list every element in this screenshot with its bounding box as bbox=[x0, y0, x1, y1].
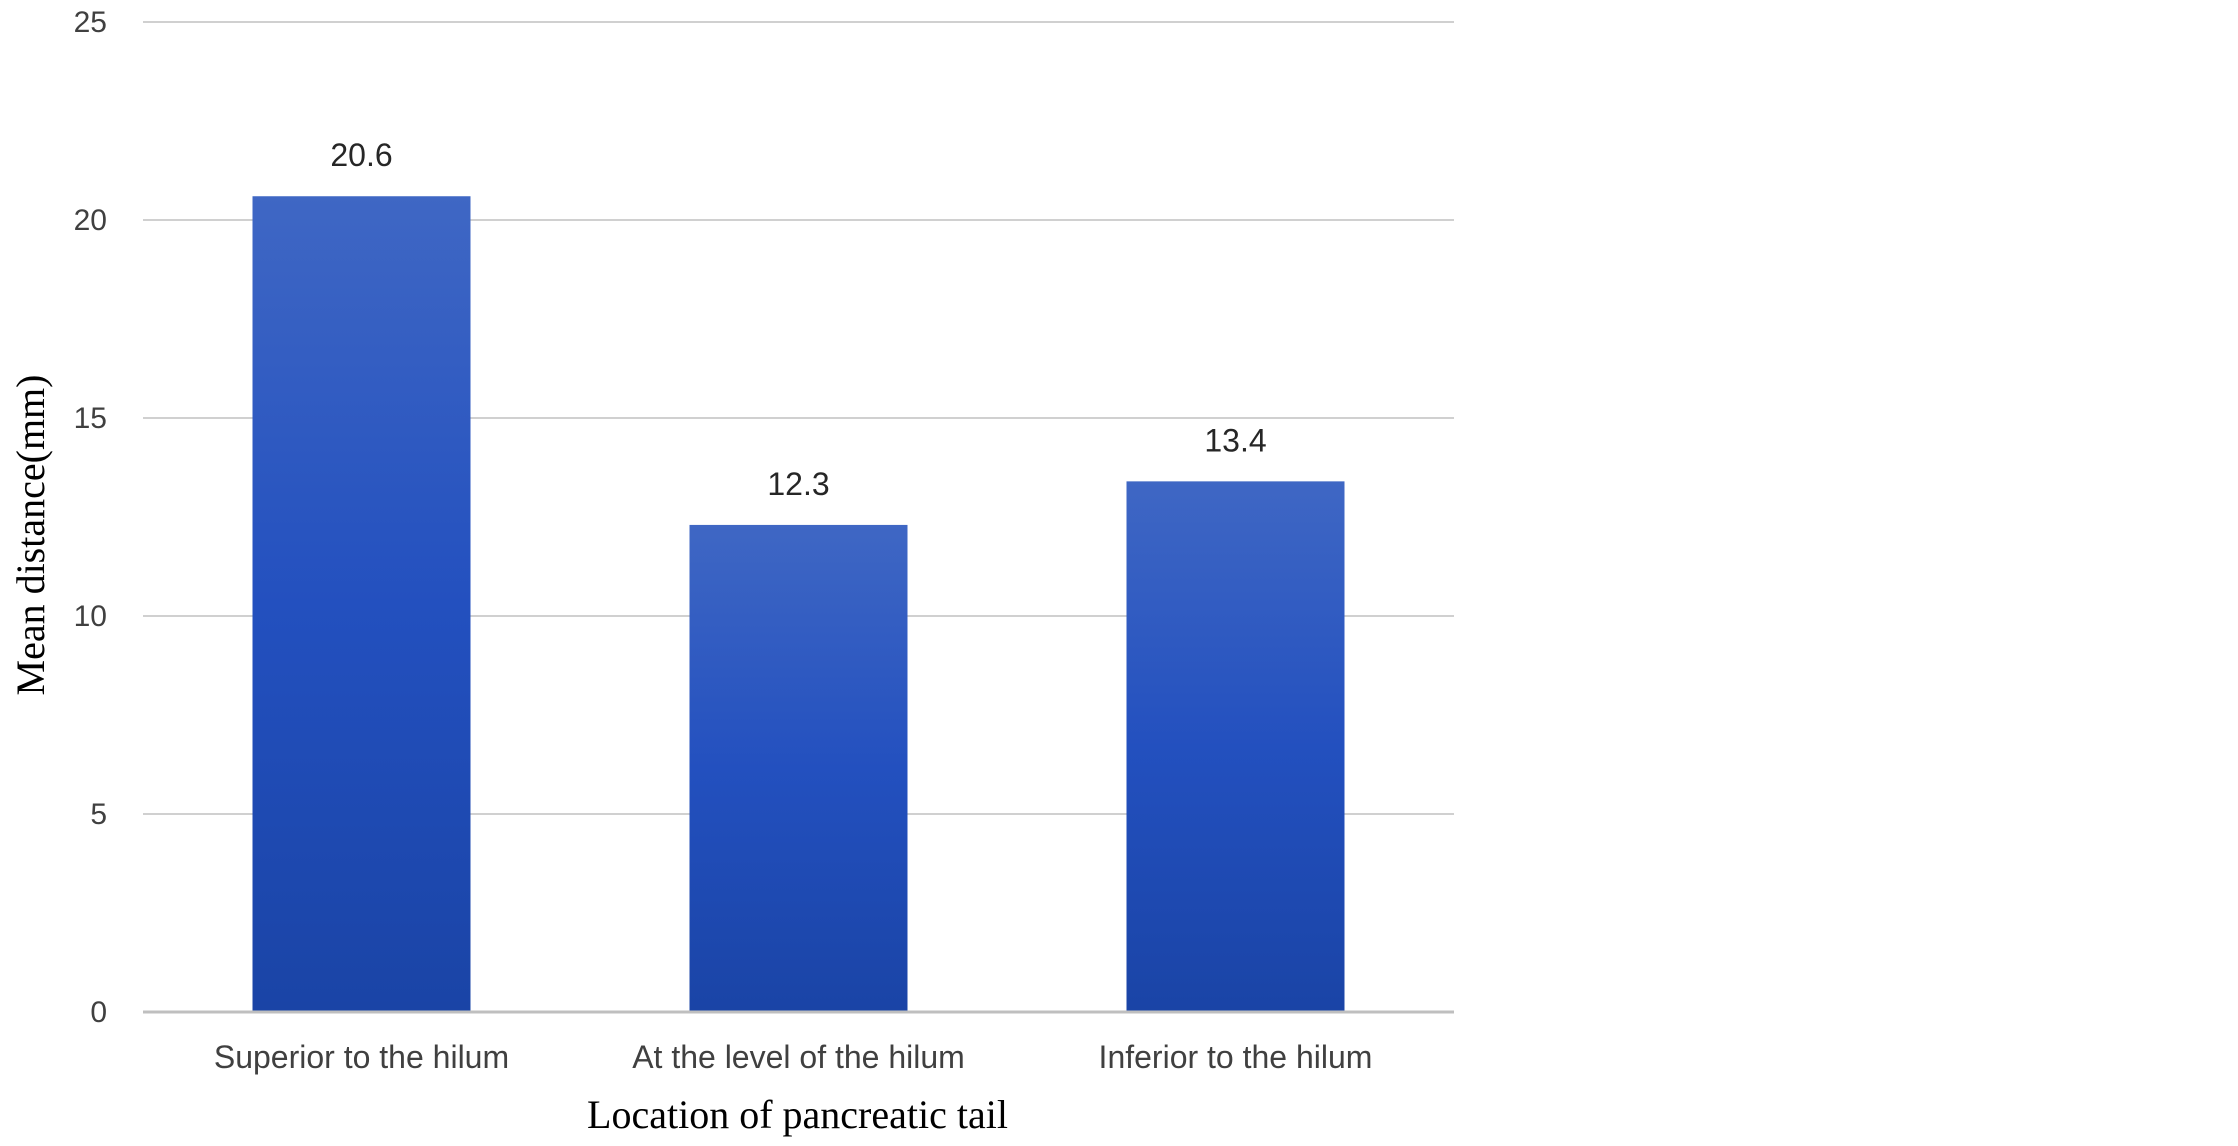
y-tick-label: 5 bbox=[90, 798, 107, 831]
y-axis-title: Mean distance(mm) bbox=[8, 375, 53, 696]
bar bbox=[252, 196, 471, 1013]
y-tick-label: 0 bbox=[90, 996, 107, 1029]
bar bbox=[689, 524, 908, 1012]
data-labels: 20.6 12.3 13.4 bbox=[330, 137, 1266, 502]
data-label: 13.4 bbox=[1204, 422, 1266, 458]
x-axis-categories: Superior to the hilum At the level of the… bbox=[214, 1039, 1373, 1075]
x-category-label: Superior to the hilum bbox=[214, 1039, 509, 1075]
y-tick-label: 20 bbox=[74, 204, 107, 237]
x-category-label: At the level of the hilum bbox=[632, 1039, 965, 1075]
y-tick-label: 15 bbox=[74, 402, 107, 435]
bar bbox=[1126, 481, 1345, 1012]
x-axis-title: Location of pancreatic tail bbox=[587, 1092, 1008, 1137]
x-category-label: Inferior to the hilum bbox=[1099, 1039, 1373, 1075]
y-tick-label: 25 bbox=[74, 6, 107, 39]
y-tick-label: 10 bbox=[74, 600, 107, 633]
y-axis-ticks: 0 5 10 15 20 25 bbox=[74, 6, 107, 1029]
bars bbox=[252, 196, 1345, 1013]
data-label: 12.3 bbox=[767, 466, 829, 502]
data-label: 20.6 bbox=[330, 137, 392, 173]
